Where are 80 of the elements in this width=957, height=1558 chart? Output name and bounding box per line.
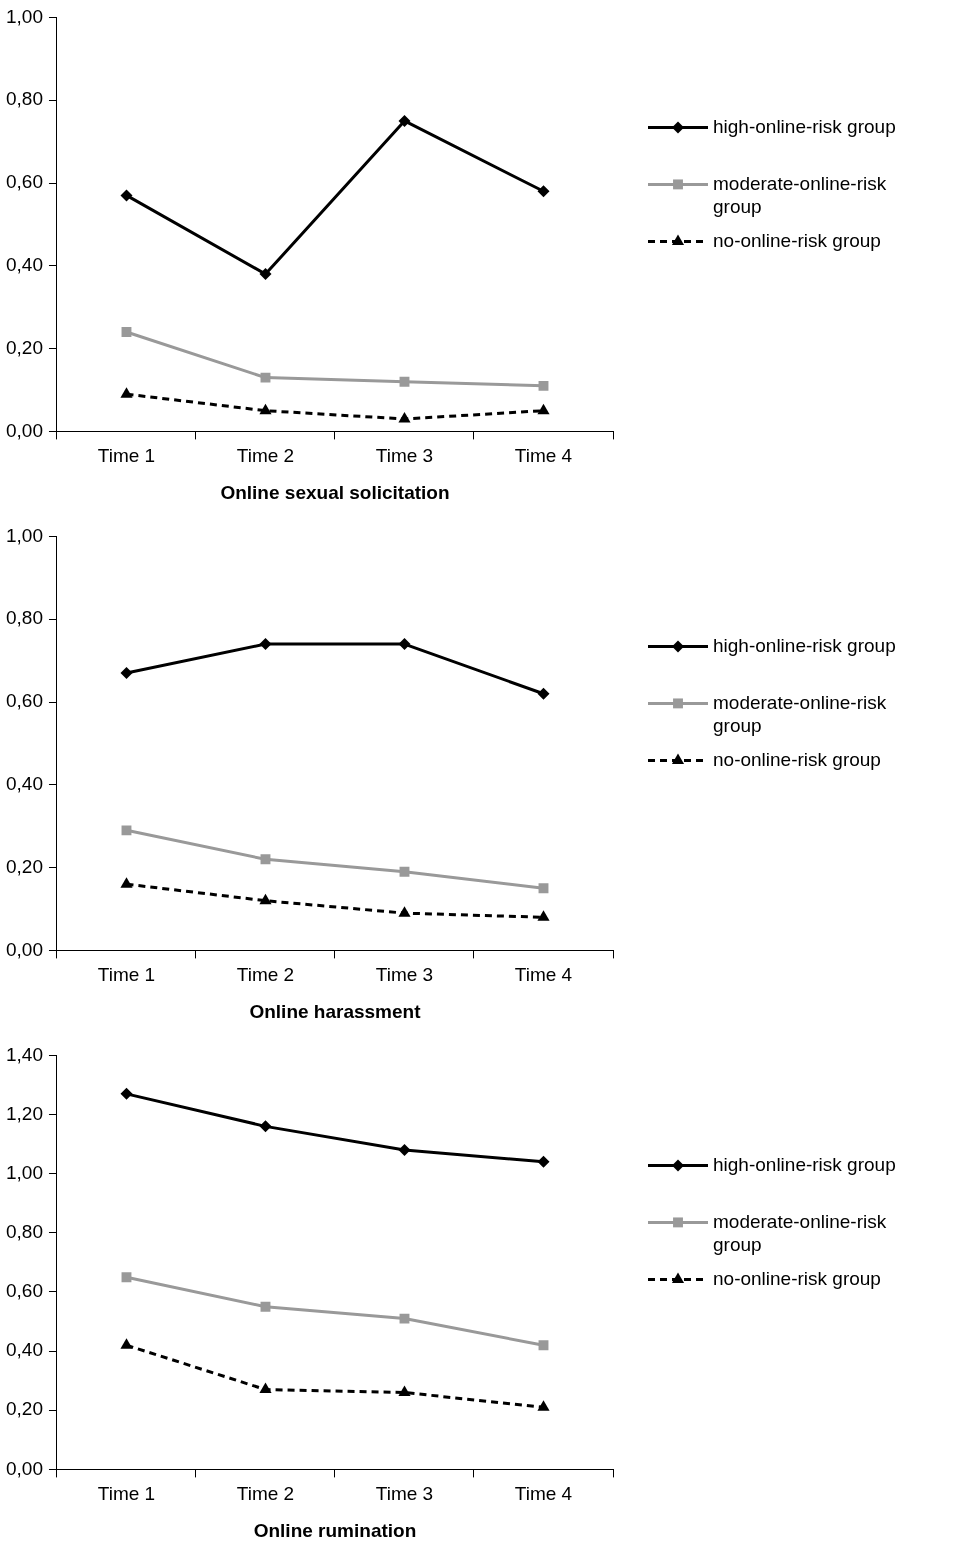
y-tick-label: 0,80 xyxy=(6,88,43,110)
y-tick-label: 0,60 xyxy=(6,171,43,193)
x-axis-title: Online rumination xyxy=(253,1519,417,1541)
point xyxy=(259,403,272,415)
legend-label: high-online-risk group xyxy=(713,115,896,137)
point xyxy=(398,114,411,127)
point xyxy=(120,1338,133,1349)
legend-label: moderate-online-risk group xyxy=(713,1210,887,1255)
legend-label: no-online-risk group xyxy=(713,1267,881,1289)
y-tick-label: 1,20 xyxy=(6,1102,43,1124)
y-tick-label: 0,80 xyxy=(6,607,43,629)
y-tick-label: 1,00 xyxy=(6,5,43,27)
point xyxy=(120,387,133,398)
x-tick-label: Time 3 xyxy=(375,964,434,986)
y-tick-label: 0,00 xyxy=(6,419,43,441)
point xyxy=(398,638,411,651)
y-tick-label: 0,60 xyxy=(6,1280,43,1302)
point xyxy=(260,1301,271,1312)
x-tick-label: Time 4 xyxy=(514,445,573,467)
x-axis-title: Online harassment xyxy=(249,1000,422,1022)
x-tick-label: Time 1 xyxy=(97,1483,156,1505)
point xyxy=(398,906,411,917)
y-tick-label: 0,60 xyxy=(6,690,43,712)
y-tick-label: 1,00 xyxy=(6,1161,43,1183)
x-tick-label: Time 4 xyxy=(514,1483,573,1505)
point xyxy=(537,687,550,700)
point xyxy=(260,854,271,865)
point xyxy=(259,268,272,281)
point xyxy=(398,1144,411,1157)
point xyxy=(537,910,550,921)
x-tick-label: Time 2 xyxy=(236,445,295,467)
legend-label: high-online-risk group xyxy=(713,634,896,656)
point xyxy=(120,877,133,888)
y-tick-label: 0,20 xyxy=(6,336,43,358)
y-tick-label: 0,40 xyxy=(6,1339,43,1361)
x-tick-label: Time 2 xyxy=(236,964,295,986)
legend-label: no-online-risk group xyxy=(713,229,881,251)
point xyxy=(120,667,133,680)
legend-label: no-online-risk group xyxy=(713,748,881,770)
x-axis-title: Online sexual solicitation xyxy=(220,481,450,503)
y-tick-label: 0,40 xyxy=(6,254,43,276)
y-tick-label: 0,80 xyxy=(6,1221,43,1243)
point xyxy=(399,866,410,877)
point xyxy=(398,1385,411,1397)
x-tick-label: Time 3 xyxy=(375,445,434,467)
point xyxy=(537,1400,550,1411)
point xyxy=(121,327,132,337)
point xyxy=(538,380,549,391)
point xyxy=(259,1382,272,1394)
point xyxy=(120,1087,133,1100)
legend-label: moderate-online-risk group xyxy=(713,691,887,736)
x-tick-label: Time 1 xyxy=(97,964,156,986)
point xyxy=(259,893,272,905)
point xyxy=(538,883,549,894)
y-tick-label: 0,40 xyxy=(6,773,43,795)
point xyxy=(537,1155,550,1168)
point xyxy=(398,411,411,423)
point xyxy=(259,1120,272,1133)
legend-label: high-online-risk group xyxy=(713,1153,896,1175)
point xyxy=(260,372,271,383)
point xyxy=(538,1340,549,1351)
x-tick-label: Time 3 xyxy=(375,1483,434,1505)
y-tick-label: 0,00 xyxy=(6,1457,43,1479)
x-tick-label: Time 1 xyxy=(97,445,156,467)
point xyxy=(121,825,132,836)
point xyxy=(537,403,550,415)
point xyxy=(537,185,550,198)
point xyxy=(121,1272,132,1283)
legend-label: moderate-online-risk group xyxy=(713,172,887,217)
point xyxy=(399,376,410,387)
y-tick-label: 0,20 xyxy=(6,855,43,877)
point xyxy=(399,1313,410,1324)
point xyxy=(259,638,272,651)
x-tick-label: Time 2 xyxy=(236,1483,295,1505)
point xyxy=(120,189,133,202)
y-tick-label: 1,40 xyxy=(6,1043,43,1065)
y-tick-label: 0,00 xyxy=(6,938,43,960)
x-tick-label: Time 4 xyxy=(514,964,573,986)
y-tick-label: 0,20 xyxy=(6,1398,43,1420)
y-tick-label: 1,00 xyxy=(6,524,43,546)
